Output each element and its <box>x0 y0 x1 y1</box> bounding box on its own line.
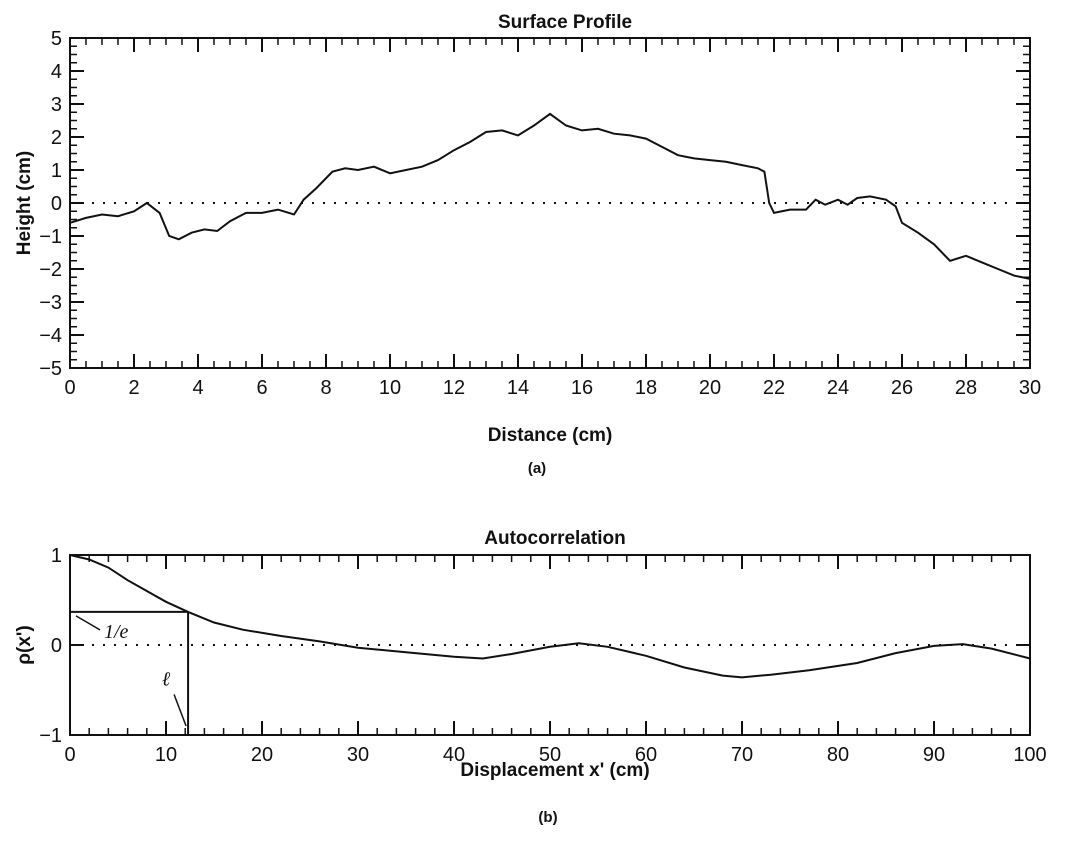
chart-a-panel-label: (a) <box>528 460 546 477</box>
chart-b-x-tick-label: 50 <box>539 744 561 766</box>
chart-b-panel-label: (b) <box>538 809 557 826</box>
chart-b-x-tick-label: 60 <box>635 744 657 766</box>
chart-a-x-tick-label: 26 <box>891 377 913 399</box>
chart-b-x-tick-label: 90 <box>923 744 945 766</box>
chart-a-x-tick-label: 0 <box>64 377 75 399</box>
chart-a-ylabel: Height (cm) <box>14 151 35 256</box>
autocorrelation-chart: Autocorrelation −101 0 10 20 30 40 50 60 70 80 90… <box>14 528 1047 826</box>
autocorrelation-line <box>69 554 1031 679</box>
surface-profile-line <box>69 112 1031 280</box>
chart-a-title: Surface Profile <box>498 12 632 33</box>
correlation-length-label: ℓ <box>162 669 171 691</box>
chart-a-y-tick-label: 4 <box>51 61 62 83</box>
chart-b-y-tick-label: −1 <box>39 725 62 747</box>
chart-b-y-tick-label: 0 <box>51 635 62 657</box>
chart-a-xlabel: Distance (cm) <box>488 425 613 446</box>
chart-a-x-tick-label: 6 <box>256 377 267 399</box>
chart-a-x-tick-label: 20 <box>699 377 721 399</box>
chart-a-x-tick-label: 16 <box>571 377 593 399</box>
chart-a-y-tick-label: 2 <box>51 127 62 149</box>
chart-a-x-tick-label: 30 <box>1019 377 1041 399</box>
chart-a-x-tick-label: 4 <box>192 377 203 399</box>
chart-b-ylabel: ρ(x') <box>14 625 35 665</box>
chart-b-y-tick-label: 1 <box>51 545 62 567</box>
chart-a-y-tick-label: 0 <box>51 193 62 215</box>
chart-a-x-tick-label: 28 <box>955 377 977 399</box>
chart-a-x-tick-label: 24 <box>827 377 849 399</box>
chart-a-x-tick-label: 10 <box>379 377 401 399</box>
chart-a-y-tick-label: 1 <box>51 160 62 182</box>
chart-a-x-tick-label: 12 <box>443 377 465 399</box>
chart-b-x-tick-label: 80 <box>827 744 849 766</box>
chart-a-y-tick-label: 5 <box>51 28 62 50</box>
chart-a-x-tick-label: 8 <box>320 377 331 399</box>
chart-a-y-tick-label: −4 <box>39 325 62 347</box>
chart-a-y-tick-label: −2 <box>39 259 62 281</box>
chart-b-xlabel: Displacement x' (cm) <box>460 760 649 781</box>
chart-b-x-tick-label: 40 <box>443 744 465 766</box>
chart-a-x-tick-label: 14 <box>507 377 529 399</box>
chart-b-x-tick-label: 100 <box>1013 744 1046 766</box>
chart-b-x-tick-label: 0 <box>64 744 75 766</box>
chart-a-x-tick-label: 18 <box>635 377 657 399</box>
chart-b-x-tick-label: 20 <box>251 744 273 766</box>
chart-b-title: Autocorrelation <box>484 528 625 549</box>
chart-a-y-tick-label: −1 <box>39 226 62 248</box>
correlation-length-pointer <box>173 694 187 727</box>
one-over-e-pointer <box>75 615 101 631</box>
chart-b-x-tick-label: 30 <box>347 744 369 766</box>
chart-a-x-tick-label: 2 <box>128 377 139 399</box>
chart-b-x-tick-label: 10 <box>155 744 177 766</box>
chart-a-y-tick-label: −5 <box>39 358 62 380</box>
chart-a-y-tick-label: −3 <box>39 292 62 314</box>
chart-a-y-tick-label: 3 <box>51 94 62 116</box>
chart-a-x-tick-label: 22 <box>763 377 785 399</box>
one-over-e-label: 1/e <box>104 621 129 643</box>
chart-b-x-tick-label: 70 <box>731 744 753 766</box>
